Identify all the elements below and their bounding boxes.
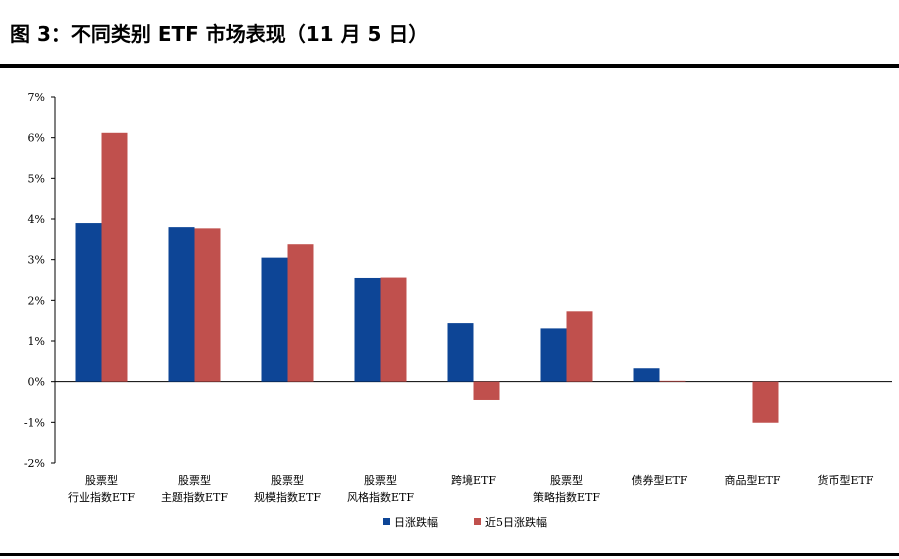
bar-five-day-7 xyxy=(752,381,779,423)
category-label: 货币型ETF xyxy=(818,473,874,487)
y-tick-label: 5% xyxy=(28,172,45,185)
y-tick-label: -2% xyxy=(24,457,45,470)
category-label: 跨境ETF xyxy=(451,473,496,487)
category-label: 债券型ETF xyxy=(632,473,688,487)
legend-swatch xyxy=(383,518,390,525)
category-label: 股票型 xyxy=(271,473,304,487)
bar-daily-4 xyxy=(447,323,474,382)
bar-five-day-2 xyxy=(287,244,314,382)
bar-five-day-5 xyxy=(566,311,593,382)
y-tick-label: 1% xyxy=(28,335,45,348)
bar-five-day-4 xyxy=(473,381,500,400)
category-label: 股票型 xyxy=(550,473,583,487)
bar-daily-0 xyxy=(75,223,102,382)
bar-five-day-6 xyxy=(659,380,686,382)
y-tick-label: 4% xyxy=(28,213,45,226)
y-tick-label: 7% xyxy=(28,91,45,104)
bottom-rule xyxy=(0,553,899,556)
category-label: 主题指数ETF xyxy=(161,490,228,504)
bar-five-day-0 xyxy=(101,132,128,382)
category-label: 商品型ETF xyxy=(725,473,781,487)
y-tick-label: 2% xyxy=(28,294,45,307)
bar-daily-6 xyxy=(633,368,660,382)
y-axis: -2% -1% 0% 1% 2% 3% 4% 5% 6% 7% xyxy=(24,91,56,470)
category-label: 股票型 xyxy=(178,473,211,487)
bar-daily-2 xyxy=(261,257,288,382)
figure-title: 图 3：不同类别 ETF 市场表现（11 月 5 日） xyxy=(10,22,429,46)
top-rule xyxy=(0,64,899,68)
y-tick-label: 0% xyxy=(28,376,45,389)
category-label: 规模指数ETF xyxy=(254,490,321,504)
bars xyxy=(75,132,779,423)
bar-daily-5 xyxy=(540,328,567,382)
legend: 日涨跌幅 近5日涨跌幅 xyxy=(383,515,547,529)
category-label: 行业指数ETF xyxy=(68,490,135,504)
legend-label: 日涨跌幅 xyxy=(394,515,438,529)
category-label: 风格指数ETF xyxy=(347,490,414,504)
legend-swatch xyxy=(474,518,481,525)
y-tick-label: 3% xyxy=(28,254,45,267)
bar-daily-3 xyxy=(354,277,381,382)
legend-label: 近5日涨跌幅 xyxy=(485,515,547,529)
category-label: 股票型 xyxy=(85,473,118,487)
bar-five-day-1 xyxy=(194,228,221,382)
category-label: 策略指数ETF xyxy=(533,490,600,504)
y-tick-label: -1% xyxy=(24,416,45,429)
bar-five-day-3 xyxy=(380,277,407,382)
category-label: 股票型 xyxy=(364,473,397,487)
bar-daily-1 xyxy=(168,227,195,382)
y-tick-label: 6% xyxy=(28,132,45,145)
